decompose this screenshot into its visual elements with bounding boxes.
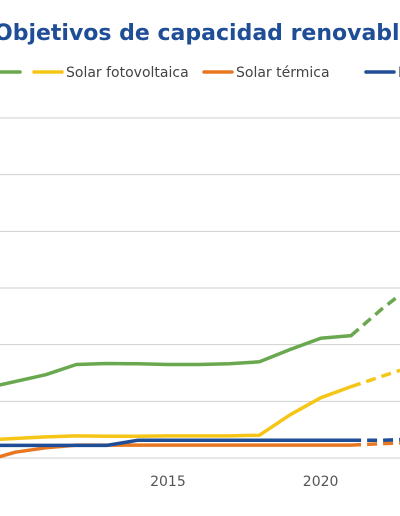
legend-label: Solar térmica xyxy=(236,65,330,81)
chart-series xyxy=(0,293,400,459)
chart-title: Objetivos de capacidad renovable xyxy=(0,21,400,46)
legend-label: Solar fotovoltaica xyxy=(66,65,189,81)
series-line xyxy=(0,438,353,448)
series-line xyxy=(0,384,353,442)
chart-grid xyxy=(0,117,400,459)
x-tick-label: 2015 xyxy=(150,474,186,490)
legend-label: B xyxy=(398,65,400,81)
series-projection-line xyxy=(351,441,400,447)
series-projection-line xyxy=(351,437,400,443)
x-axis-ticks: 2015 2020 xyxy=(150,474,338,490)
series-projection-line xyxy=(349,293,400,337)
series-projection-line xyxy=(350,368,400,389)
series-line xyxy=(0,443,353,459)
chart-legend: Solar fotovoltaica Solar térmica B xyxy=(0,65,400,81)
series-line xyxy=(0,333,353,387)
x-tick-label: 2020 xyxy=(303,474,339,490)
